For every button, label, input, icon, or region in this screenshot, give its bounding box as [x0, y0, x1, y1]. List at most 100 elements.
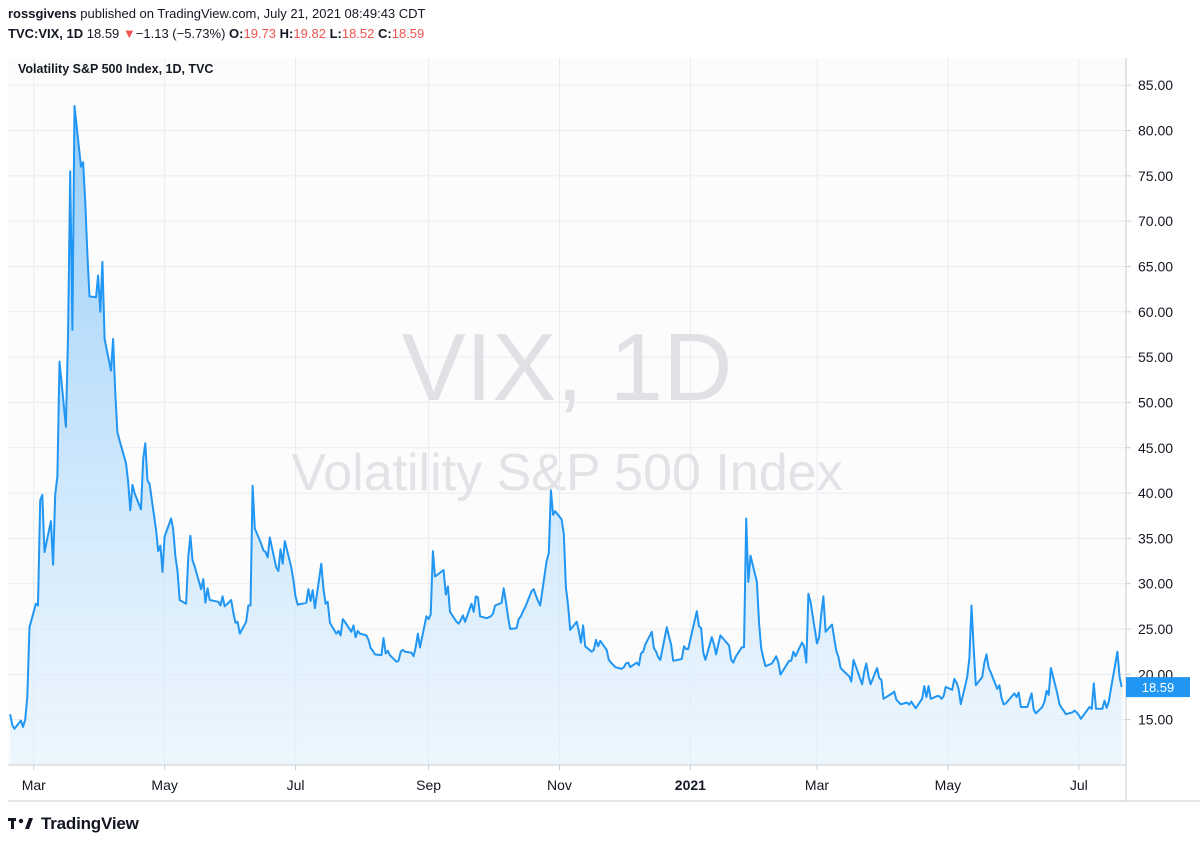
data-point — [765, 666, 766, 667]
data-point — [158, 551, 159, 552]
data-point — [280, 549, 281, 550]
x-axis-ticks[interactable]: Mar May Jul Sep Nov 2021 Mar May Jul — [22, 765, 1088, 793]
data-point — [713, 644, 714, 645]
data-point — [593, 649, 594, 650]
data-point — [338, 630, 339, 631]
data-point — [825, 631, 826, 632]
data-point — [741, 647, 742, 648]
data-point — [608, 659, 609, 660]
x-tick-label: Jul — [287, 777, 305, 793]
data-point — [475, 596, 476, 597]
data-point — [866, 663, 867, 664]
vix-area-chart[interactable]: VIX, 1D Volatility S&P 500 Index 15.00 20… — [0, 50, 1200, 805]
open-label: O: — [229, 26, 244, 41]
data-point — [701, 628, 702, 629]
footer-logo[interactable]: TradingView — [8, 812, 139, 836]
data-point — [83, 162, 84, 163]
data-point — [190, 535, 191, 536]
data-point — [718, 644, 719, 645]
data-point — [653, 648, 654, 649]
data-point — [1020, 706, 1021, 707]
data-point — [430, 614, 431, 615]
data-point — [778, 662, 779, 663]
data-point — [561, 519, 562, 520]
data-point — [98, 275, 99, 276]
data-point — [201, 589, 202, 590]
data-point — [462, 615, 463, 616]
data-point — [898, 701, 899, 702]
data-point — [396, 661, 397, 662]
data-point — [125, 463, 126, 464]
data-point — [398, 660, 399, 661]
data-point — [1106, 707, 1107, 708]
data-point — [756, 581, 757, 582]
data-point — [816, 643, 817, 644]
data-point — [68, 331, 69, 332]
data-point — [507, 616, 508, 617]
data-point — [879, 677, 880, 678]
data-point — [74, 105, 75, 106]
data-point — [95, 297, 96, 298]
y-axis-ticks[interactable]: 15.0020.0025.0030.0035.0040.0045.0050.00… — [1126, 77, 1173, 728]
data-point — [344, 621, 345, 622]
data-point — [490, 616, 491, 617]
data-point — [1005, 703, 1006, 704]
data-point — [795, 656, 796, 657]
data-point — [65, 426, 66, 427]
data-point — [838, 657, 839, 658]
data-point — [1048, 694, 1049, 695]
data-point — [640, 653, 641, 654]
data-point — [870, 684, 871, 685]
data-point — [503, 588, 504, 589]
data-point — [308, 589, 309, 590]
data-point — [625, 663, 626, 664]
y-tick-label: 45.00 — [1138, 440, 1173, 456]
data-point — [1080, 718, 1081, 719]
data-point — [956, 682, 957, 683]
data-point — [728, 645, 729, 646]
data-point — [623, 667, 624, 668]
series-line[interactable] — [9, 105, 1123, 730]
data-point — [761, 648, 762, 649]
data-point — [928, 686, 929, 687]
data-point — [1003, 704, 1004, 705]
data-point — [456, 621, 457, 622]
data-point — [372, 650, 373, 651]
author-name[interactable]: rossgivens — [8, 6, 77, 21]
data-point — [600, 640, 601, 641]
chart-header: rossgivens published on TradingView.com,… — [8, 4, 1188, 44]
data-point — [278, 570, 279, 571]
data-point — [413, 656, 414, 657]
data-point — [14, 728, 15, 729]
data-point — [520, 616, 521, 617]
data-point — [149, 483, 150, 484]
data-point — [389, 655, 390, 656]
data-point — [731, 659, 732, 660]
data-point — [986, 654, 987, 655]
data-point — [877, 667, 878, 668]
data-point — [821, 613, 822, 614]
data-point — [967, 677, 968, 678]
data-point — [791, 660, 792, 661]
data-point — [100, 311, 101, 312]
data-point — [881, 679, 882, 680]
change-down-icon: ▼ — [122, 26, 136, 41]
data-point — [325, 603, 326, 604]
data-point — [630, 667, 631, 668]
data-point — [357, 630, 358, 631]
data-point — [565, 587, 566, 588]
data-point — [1033, 709, 1034, 710]
data-point — [834, 638, 835, 639]
y-tick-label: 65.00 — [1138, 258, 1173, 274]
data-point — [415, 647, 416, 648]
y-tick-label: 75.00 — [1138, 168, 1173, 184]
data-point — [269, 537, 270, 538]
x-tick-label: Nov — [547, 777, 572, 793]
data-point — [1108, 701, 1109, 702]
last-value-badge — [1126, 677, 1190, 698]
data-point — [402, 649, 403, 650]
symbol-label: TVC:VIX, 1D — [8, 26, 84, 41]
data-point — [555, 511, 556, 512]
y-tick-label: 60.00 — [1138, 304, 1173, 320]
data-point — [748, 581, 749, 582]
